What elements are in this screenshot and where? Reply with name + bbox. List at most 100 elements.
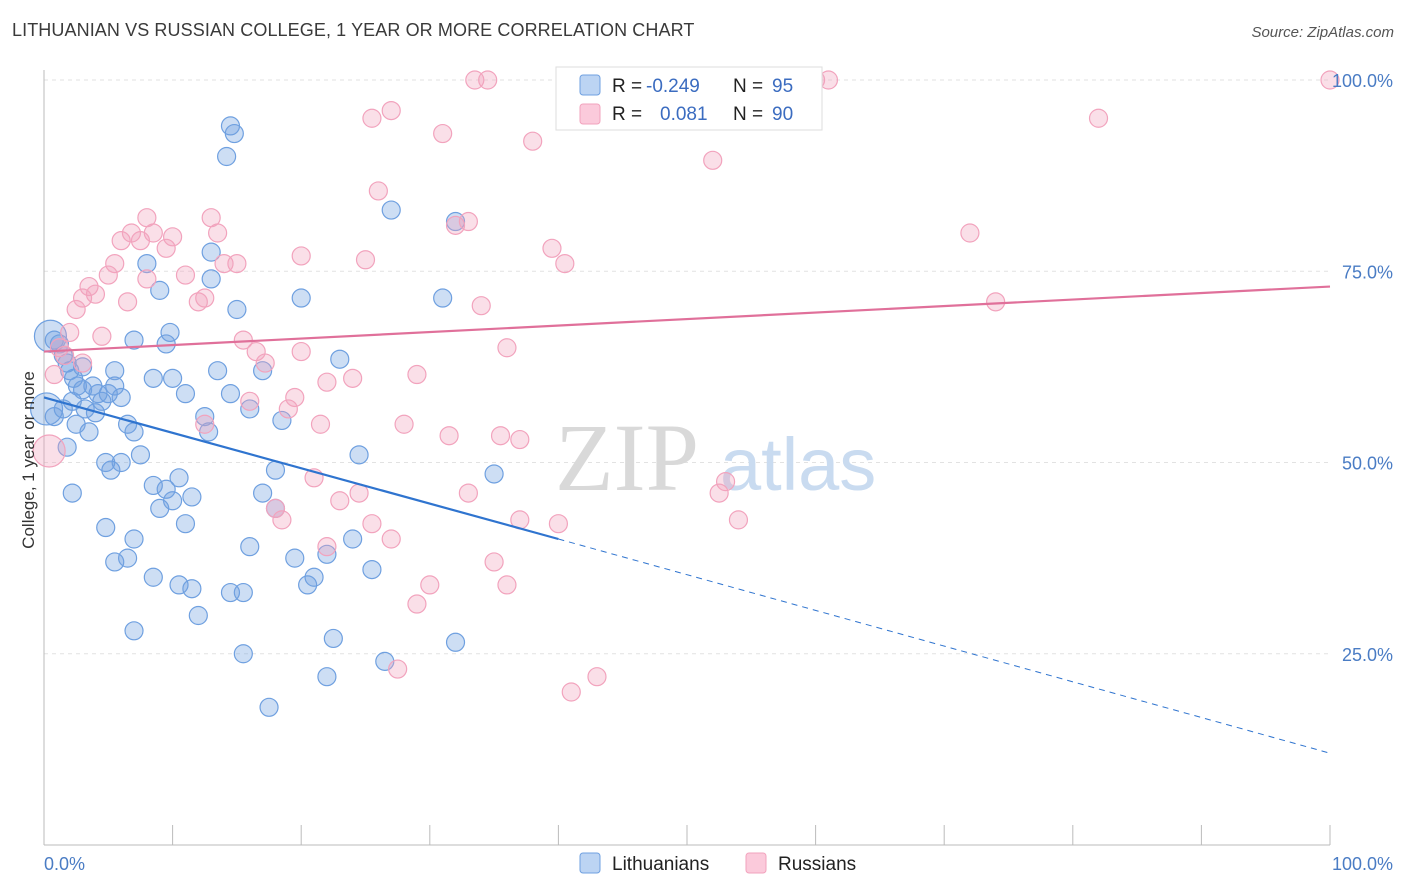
bottom-legend-label-lithuanians: Lithuanians bbox=[612, 854, 709, 875]
data-point bbox=[201, 242, 221, 262]
data-point bbox=[227, 254, 247, 274]
data-point bbox=[497, 575, 517, 595]
data-point bbox=[137, 269, 157, 289]
data-point bbox=[79, 276, 99, 297]
legend-n-value-russians: 90 bbox=[772, 104, 793, 125]
data-point bbox=[54, 345, 75, 365]
data-point bbox=[105, 552, 125, 572]
y-tick-label: 25.0% bbox=[1342, 645, 1393, 665]
data-point bbox=[407, 364, 427, 385]
data-point bbox=[208, 361, 228, 381]
data-point bbox=[195, 414, 215, 434]
data-point bbox=[471, 296, 491, 316]
y-tick-label: 75.0% bbox=[1342, 262, 1393, 282]
trend-line-lithuanians-extrapolated bbox=[558, 538, 1331, 754]
data-point bbox=[285, 548, 305, 568]
y-tick-labels: 25.0% 50.0% 75.0% 100.0% bbox=[1332, 71, 1393, 665]
data-point bbox=[224, 123, 244, 144]
legend-swatch-russians bbox=[579, 103, 601, 125]
data-point bbox=[381, 100, 401, 121]
data-point bbox=[111, 387, 131, 408]
watermark-atlas: atlas bbox=[720, 423, 876, 506]
data-point bbox=[67, 376, 88, 396]
data-point bbox=[44, 407, 64, 427]
grid-lines bbox=[44, 79, 1330, 655]
data-point bbox=[317, 537, 337, 557]
data-point bbox=[587, 667, 607, 687]
legend-n-label-lithuanians: N = bbox=[733, 76, 763, 97]
data-point bbox=[960, 223, 980, 243]
data-point bbox=[98, 384, 118, 404]
data-point bbox=[343, 368, 363, 388]
data-point bbox=[220, 384, 241, 404]
data-point bbox=[72, 288, 93, 308]
data-point bbox=[169, 575, 189, 595]
data-point bbox=[265, 498, 286, 518]
data-point bbox=[182, 487, 202, 507]
data-point bbox=[143, 223, 163, 243]
data-point bbox=[1088, 108, 1109, 128]
data-point bbox=[548, 514, 569, 534]
data-point bbox=[1320, 70, 1340, 90]
data-point bbox=[101, 460, 121, 480]
data-point bbox=[330, 491, 350, 511]
data-point bbox=[323, 628, 343, 649]
series-legend: Lithuanians Russians bbox=[579, 852, 856, 875]
bottom-legend-swatch-lithuanians bbox=[579, 852, 601, 874]
data-point bbox=[163, 368, 183, 388]
y-tick-label: 50.0% bbox=[1342, 454, 1393, 474]
data-point bbox=[124, 529, 144, 549]
data-point bbox=[85, 284, 106, 304]
data-point bbox=[156, 238, 176, 258]
data-point bbox=[32, 434, 66, 468]
data-point bbox=[88, 384, 108, 404]
data-point bbox=[240, 537, 260, 557]
bottom-legend-label-russians: Russians bbox=[778, 854, 856, 875]
data-point bbox=[285, 387, 305, 408]
data-point bbox=[433, 123, 453, 144]
trend-line-russians bbox=[43, 285, 1331, 353]
data-point bbox=[143, 368, 163, 388]
data-point bbox=[188, 605, 208, 626]
data-point bbox=[445, 632, 466, 652]
data-point bbox=[130, 445, 151, 465]
data-point bbox=[709, 483, 729, 503]
bottom-legend-swatch-russians bbox=[745, 852, 767, 874]
data-point bbox=[433, 288, 453, 308]
data-point bbox=[96, 517, 116, 538]
data-point bbox=[160, 322, 180, 343]
data-point bbox=[484, 552, 504, 572]
data-point bbox=[124, 330, 144, 350]
data-point bbox=[137, 254, 157, 274]
data-point bbox=[362, 559, 382, 580]
data-point bbox=[259, 697, 279, 717]
data-point bbox=[420, 575, 440, 595]
data-point bbox=[986, 292, 1006, 312]
data-point bbox=[66, 299, 86, 320]
data-point bbox=[240, 399, 260, 419]
data-point bbox=[182, 579, 202, 599]
data-point bbox=[111, 231, 131, 251]
legend-swatch-lithuanians bbox=[579, 74, 601, 96]
data-point bbox=[272, 510, 292, 530]
data-point bbox=[330, 349, 350, 369]
data-point bbox=[362, 108, 382, 128]
data-point bbox=[407, 594, 427, 614]
data-point bbox=[478, 70, 498, 90]
data-point bbox=[291, 246, 311, 266]
chart-title: LITHUANIAN VS RUSSIAN COLLEGE, 1 YEAR OR… bbox=[12, 20, 695, 40]
data-point bbox=[317, 372, 337, 392]
data-point bbox=[310, 414, 331, 434]
data-point bbox=[195, 288, 215, 308]
legend-n-value-lithuanians: 95 bbox=[772, 76, 793, 97]
data-point bbox=[62, 483, 82, 503]
data-point bbox=[233, 644, 253, 664]
data-point bbox=[523, 131, 543, 151]
data-point bbox=[317, 544, 337, 564]
data-point bbox=[240, 391, 260, 411]
data-point bbox=[349, 445, 369, 465]
data-point bbox=[490, 426, 511, 446]
data-point bbox=[217, 146, 237, 167]
data-point bbox=[143, 567, 163, 587]
data-point bbox=[381, 200, 401, 220]
